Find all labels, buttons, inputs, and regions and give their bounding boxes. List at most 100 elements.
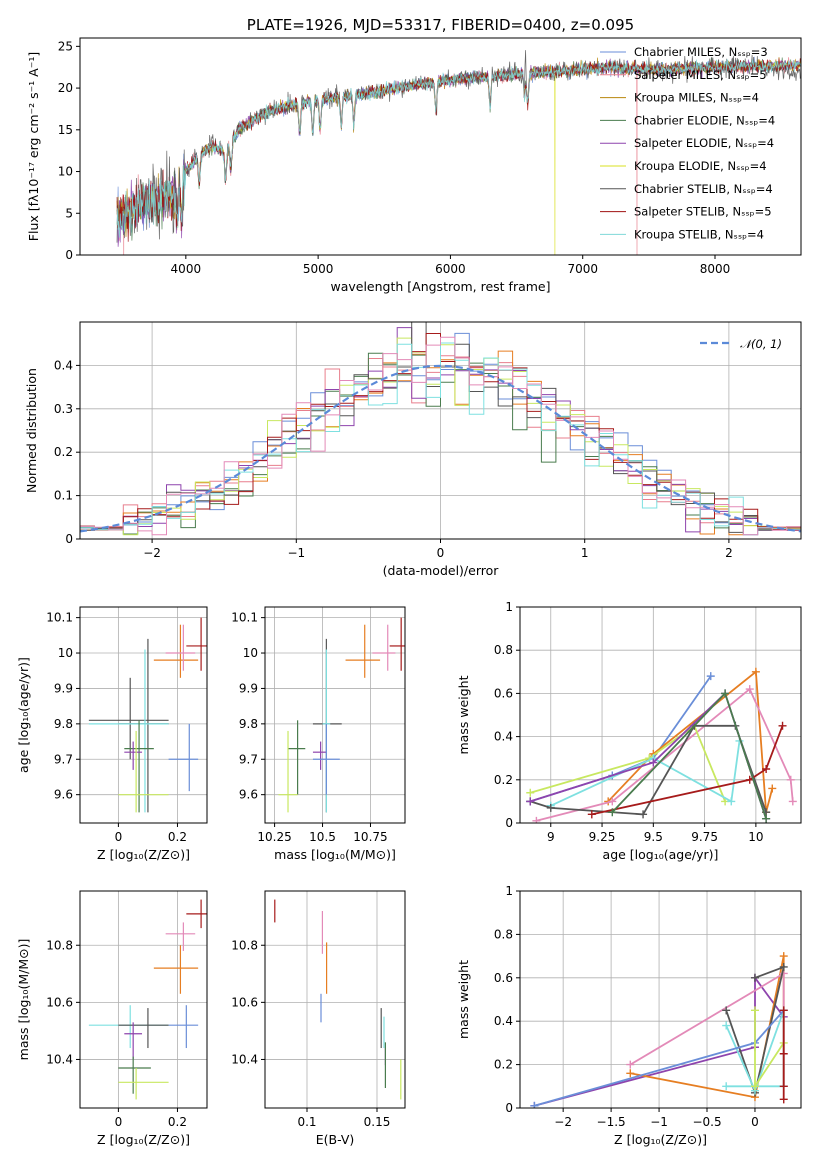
x-tick-label: 9.75 (691, 830, 718, 844)
y-axis-label: age [log₁₀(age/yr)] (16, 657, 31, 773)
x-tick-label: −2 (143, 546, 161, 560)
x-tick-label: 7000 (567, 262, 598, 276)
x-axis-label: Z [log₁₀(Z/Z⊙)] (97, 1132, 190, 1147)
x-axis-label: E(B-V) (316, 1132, 355, 1147)
weight-point (745, 775, 754, 784)
y-tick-label: 10.4 (46, 1052, 73, 1066)
weight-point (779, 1049, 788, 1058)
y-tick-label: 0.8 (494, 927, 513, 941)
axes-residuals: −2 −1 0 1 2 0 0.1 0.2 0.3 0.4 (data-model)/error No… (24, 321, 802, 578)
weight-point (532, 816, 541, 823)
x-tick-label: −0.5 (692, 1115, 721, 1129)
y-tick-label: 0.4 (494, 1014, 513, 1028)
y-tick-label: 9.8 (239, 717, 258, 731)
plot-area (526, 667, 797, 823)
gridlines (265, 607, 405, 823)
y-tick-label: 0.4 (54, 358, 73, 372)
x-tick-label: 0 (437, 546, 445, 560)
y-tick-label: 0.4 (494, 730, 513, 744)
axes-frame (519, 890, 802, 1109)
x-axis-label: wavelength [Angstrom, rest frame] (330, 279, 550, 294)
weight-point (626, 1060, 635, 1069)
y-tick-label: 9.8 (54, 717, 73, 731)
x-axis-label: age [log₁₀(age/yr)] (603, 847, 719, 862)
y-tick-label: 5 (65, 206, 73, 220)
x-tick-label: 9 (547, 830, 555, 844)
axes-frame (264, 890, 406, 1109)
weight-point (751, 667, 760, 676)
legend: 𝒩(0, 1) (700, 337, 782, 351)
histogram-series (80, 336, 801, 536)
weight-point (750, 973, 759, 982)
x-tick-label: −2 (554, 1115, 572, 1129)
weight-point (526, 788, 535, 797)
x-tick-label: 4000 (171, 262, 202, 276)
x-tick-label: 0.1 (297, 1115, 316, 1129)
x-tick-label: 10.5 (309, 830, 336, 844)
weight-point (779, 1095, 788, 1104)
weight-point (608, 808, 617, 817)
x-tick-label: 10 (748, 830, 763, 844)
y-tick-label: 10 (58, 646, 73, 660)
axes-weight-vs-z: −2 −1.5 −1 −0.5 0 0 0.2 0.4 0.6 0.8 1 Z [log₁₀(Z/Z⊙… (456, 884, 802, 1147)
axes-frame (79, 37, 802, 256)
plot-area (116, 50, 801, 255)
axes-frame (519, 606, 802, 824)
chart-title: PLATE=1926, MJD=53317, FIBERID=0400, z=0… (247, 16, 634, 34)
x-tick-label: 10.25 (257, 830, 291, 844)
weight-point (745, 685, 754, 694)
x-tick-label: 1 (581, 546, 589, 560)
weight-point (546, 803, 555, 812)
y-tick-label: 0.8 (494, 643, 513, 657)
plot-area (80, 322, 801, 536)
weight-line (536, 687, 794, 822)
y-tick-label: 10 (243, 646, 258, 660)
weight-point (626, 1069, 635, 1078)
y-tick-label: 9.7 (239, 752, 258, 766)
x-tick-label: 2 (725, 546, 733, 560)
y-tick-label: 9.6 (239, 788, 258, 802)
axes-mass-vs-z: 0 0.2 10.4 10.6 10.8 Z [log₁₀(Z/Z⊙)] mass [log… (16, 890, 208, 1147)
y-tick-label: 9.9 (54, 681, 73, 695)
weight-point (587, 810, 596, 819)
y-tick-label: 0 (65, 248, 73, 262)
y-tick-label: 15 (58, 123, 73, 137)
weight-point (750, 1082, 759, 1091)
x-tick-label: 5000 (303, 262, 334, 276)
legend-entry: Kroupa ELODIE, Nₛₛₚ=4 (634, 159, 767, 173)
x-tick-label: −1.5 (597, 1115, 626, 1129)
weight-point (526, 797, 535, 806)
weight-point (639, 810, 648, 819)
y-tick-label: 1 (505, 600, 513, 614)
axes-frame (79, 321, 802, 540)
axes-weight-vs-age: 9 9.25 9.5 9.75 10 0 0.2 0.4 0.6 0.8 1 age [log₁₀(a… (456, 600, 802, 862)
y-tick-label: 10.1 (231, 611, 258, 625)
x-tick-label: 9.5 (644, 830, 663, 844)
weight-line (611, 691, 767, 819)
weight-point (649, 758, 658, 767)
x-axis-label: mass [log₁₀(M/M⊙)] (274, 847, 396, 862)
axes-spectrum: 4000 5000 6000 7000 8000 0 5 10 15 20 25 wavelength… (26, 16, 802, 294)
axes-age-vs-mass: 10.25 10.5 10.75 9.6 9.7 9.8 9.9 10 10.1 mass [lo… (231, 606, 406, 862)
x-tick-label: 0.2 (168, 1115, 187, 1129)
x-tick-label: 0 (751, 1115, 759, 1129)
weight-point (722, 1021, 731, 1030)
y-tick-label: 10 (58, 165, 73, 179)
y-tick-label: 0.2 (54, 445, 73, 459)
y-tick-label: 10.6 (46, 995, 73, 1009)
weight-point (779, 952, 788, 961)
weight-point (762, 814, 771, 823)
weight-point (778, 721, 787, 730)
plot-area (88, 617, 207, 813)
x-tick-label: −1 (287, 546, 305, 560)
y-axis-label: mass weight (456, 960, 471, 1039)
legend-entry: Salpeter MILES, Nₛₛₚ=5 (634, 68, 767, 82)
weight-point (750, 1006, 759, 1015)
gaussian-curve (80, 364, 801, 533)
y-axis-label: Normed distribution (24, 368, 39, 493)
legend-entry: Salpeter ELODIE, Nₛₛₚ=4 (634, 136, 774, 150)
axes-frame (79, 890, 208, 1109)
x-tick-label: 8000 (700, 262, 731, 276)
axes-mass-vs-ebv: 0.1 0.15 10.4 10.6 10.8 E(B-V) (231, 890, 406, 1147)
